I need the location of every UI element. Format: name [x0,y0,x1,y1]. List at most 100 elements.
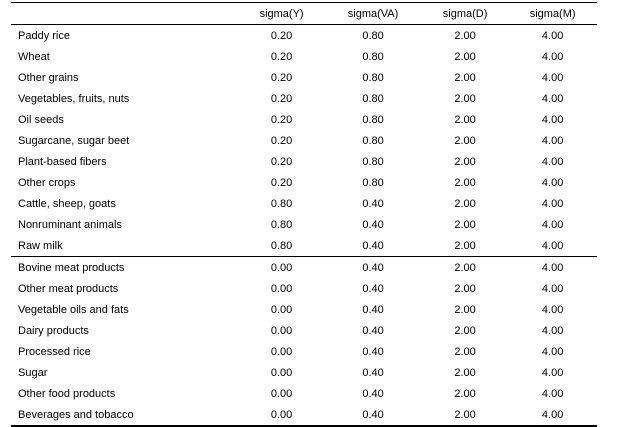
cell-value: 2.00 [454,29,476,42]
cell-value: 2.00 [454,303,476,316]
cell-value: 0.80 [362,155,384,168]
cell-value: 0.40 [362,282,384,295]
cell-value: 0.20 [270,50,293,63]
cell-value: 0.40 [362,324,384,337]
cell-value: 4.00 [541,176,564,189]
table-row: Oil seeds 0.20 0.80 2.00 4.00 [11,109,597,130]
cell-value: 4.00 [541,71,564,84]
cell-value: 4.00 [541,345,564,358]
cell-value: 4.00 [541,218,564,231]
row-label: Wheat [18,50,50,63]
cell-value: 2.00 [421,404,509,427]
cell-value: 0.00 [239,404,325,427]
cell-value: 4.00 [541,261,564,274]
cell-value: 2.00 [454,324,476,337]
cell-value: 0.20 [270,134,293,147]
row-label: Dairy products [18,324,89,337]
row-label: Other food products [18,387,116,400]
cell-value: 4.00 [508,404,597,427]
cell-value: 2.00 [454,155,476,168]
table-row: Beverages and tobacco 0.00 0.40 2.00 4.00 [11,404,597,427]
cell-value: 0.20 [270,155,293,168]
table-row: Paddy rice 0.20 0.80 2.00 4.00 [11,25,597,47]
cell-value: 4.00 [541,387,564,400]
table-row: Other grains 0.20 0.80 2.00 4.00 [11,67,597,88]
cell-value: 4.00 [541,366,564,379]
cell-value: 0.80 [270,218,293,231]
table-row: Bovine meat products 0.00 0.40 2.00 4.00 [11,257,597,279]
header-sigma-y: sigma(Y) [239,2,325,25]
cell-value: 4.00 [541,92,564,105]
table-row: Processed rice 0.00 0.40 2.00 4.00 [11,341,597,362]
cell-value: 0.40 [362,261,384,274]
cell-value: 0.80 [362,176,384,189]
cell-value: 0.00 [270,366,293,379]
cell-value: 4.00 [541,282,564,295]
table-row: Vegetables, fruits, nuts 0.20 0.80 2.00 4.00 [11,88,597,109]
cell-value: 0.80 [362,29,384,42]
cell-value: 0.20 [270,29,293,42]
cell-value: 0.00 [270,387,293,400]
cell-value: 4.00 [541,50,564,63]
cell-value: 4.00 [541,113,564,126]
cell-value: 2.00 [421,235,509,257]
table-row: Cattle, sheep, goats 0.80 0.40 2.00 4.00 [11,193,597,214]
cell-value: 0.40 [324,235,422,257]
cell-value: 2.00 [454,113,476,126]
cell-value: 0.20 [270,113,293,126]
cell-value: 2.00 [454,366,476,379]
row-label: Processed rice [18,345,91,358]
header-row: sigma(Y) sigma(VA) sigma(D) sigma(M) [11,2,597,25]
cell-value: 0.00 [270,282,293,295]
cell-value: 2.00 [454,282,476,295]
cell-value: 0.20 [270,71,293,84]
cell-value: 2.00 [454,71,476,84]
row-label: Sugar [18,366,48,379]
row-label: Beverages and tobacco [11,404,239,427]
row-label: Paddy rice [18,29,70,42]
table-row: Sugarcane, sugar beet 0.20 0.80 2.00 4.00 [11,130,597,151]
cell-value: 4.00 [541,197,564,210]
cell-value: 0.40 [324,404,422,427]
cell-value: 2.00 [454,345,476,358]
row-label: Bovine meat products [18,261,125,274]
cell-value: 2.00 [454,50,476,63]
cell-value: 4.00 [541,134,564,147]
cell-value: 2.00 [454,197,476,210]
table-body: Paddy rice 0.20 0.80 2.00 4.00 Wheat 0.20 0.80 2… [11,25,597,427]
cell-value: 2.00 [454,92,476,105]
cell-value: 4.00 [541,303,564,316]
table-row: Raw milk 0.80 0.40 2.00 4.00 [11,235,597,257]
cell-value: 2.00 [454,176,476,189]
header-blank [11,2,239,25]
cell-value: 0.40 [362,218,384,231]
cell-value: 0.80 [270,197,293,210]
table-row: Vegetable oils and fats 0.00 0.40 2.00 4.00 [11,299,597,320]
row-label: Nonruminant animals [18,218,122,231]
elasticity-table: sigma(Y) sigma(VA) sigma(D) sigma(M) Pad… [11,2,597,427]
header-sigma-d: sigma(D) [421,2,509,25]
table-row: Wheat 0.20 0.80 2.00 4.00 [11,46,597,67]
cell-value: 0.40 [362,366,384,379]
cell-value: 0.80 [362,71,384,84]
cell-value: 4.00 [541,324,564,337]
cell-value: 0.00 [270,324,293,337]
cell-value: 0.00 [270,345,293,358]
cell-value: 0.40 [362,197,384,210]
cell-value: 2.00 [454,261,476,274]
cell-value: 0.80 [239,235,325,257]
cell-value: 4.00 [508,235,597,257]
table-row: Dairy products 0.00 0.40 2.00 4.00 [11,320,597,341]
header-sigma-m: sigma(M) [508,2,597,25]
row-label: Other crops [18,176,76,189]
row-label: Other grains [18,71,79,84]
cell-value: 0.00 [270,261,293,274]
row-label: Plant-based fibers [18,155,107,168]
cell-value: 2.00 [454,387,476,400]
cell-value: 0.00 [270,303,293,316]
cell-value: 0.80 [362,134,384,147]
row-label: Vegetable oils and fats [18,303,129,316]
table-row: Other crops 0.20 0.80 2.00 4.00 [11,172,597,193]
cell-value: 0.80 [362,92,384,105]
cell-value: 4.00 [541,29,564,42]
